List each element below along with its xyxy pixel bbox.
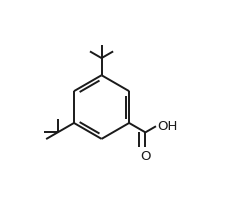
Text: O: O	[139, 150, 150, 163]
Text: OH: OH	[156, 120, 176, 133]
